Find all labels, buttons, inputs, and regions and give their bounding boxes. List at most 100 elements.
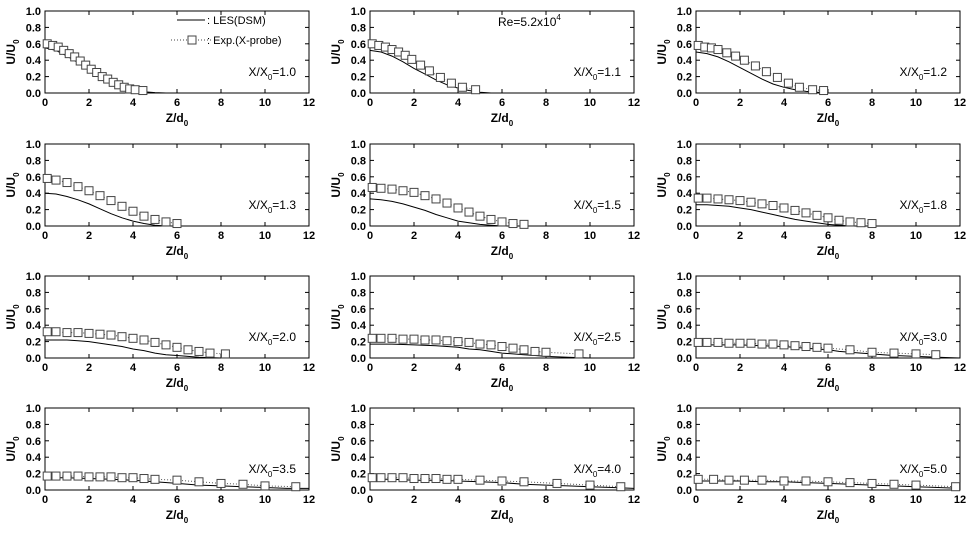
exp-marker (107, 473, 115, 481)
y-tick-label: 0.6 (677, 304, 692, 316)
panel-3: 0 2 4 6 8 10 120.00.20.40.60.81.0Z/d0U/U0X/X0=… (655, 6, 966, 128)
x-tick-label: 8 (543, 230, 549, 242)
exp-marker (443, 337, 451, 345)
exp-marker (206, 349, 214, 357)
exp-marker (703, 338, 711, 346)
y-axis-label-main: U/U (329, 309, 343, 330)
y-tick-label: 0.6 (351, 436, 366, 448)
x-tick-label: 4 (455, 362, 462, 374)
exp-marker (868, 348, 876, 356)
exp-marker (736, 197, 744, 205)
x-tick-label: 6 (499, 230, 505, 242)
exp-marker (458, 83, 466, 91)
y-axis-label-main: U/U (329, 177, 343, 198)
exp-marker (725, 476, 733, 484)
panel-position-label: X/X0=1.3 (249, 198, 297, 215)
x-tick-label: 12 (954, 494, 966, 506)
exp-marker (791, 342, 799, 350)
panel-position-label: X/X0=1.2 (900, 65, 948, 82)
y-axis-label-main: U/U (329, 441, 343, 462)
x-tick-label: 2 (737, 97, 743, 109)
reynolds-label: Re=5.2x104 (498, 13, 561, 29)
exp-marker (714, 338, 722, 346)
exp-marker (791, 206, 799, 214)
y-axis-label: U/U0 (655, 436, 672, 462)
exp-marker (410, 188, 418, 196)
exp-marker (107, 331, 115, 339)
x-axis-label-sub: 0 (509, 119, 514, 128)
exp-marker (43, 328, 51, 336)
x-tick-label: 0 (367, 494, 373, 506)
y-tick-label: 0.0 (351, 221, 366, 233)
panel-position-label: X/X0=1.1 (574, 65, 622, 82)
x-tick-label: 4 (781, 362, 788, 374)
x-axis-label-sub: 0 (184, 252, 189, 261)
y-tick-label: 0.0 (26, 88, 41, 100)
legend-les-label: : LES(DSM) (207, 15, 266, 27)
y-tick-label: 0.0 (677, 485, 692, 497)
x-axis-label: Z/d0 (166, 111, 189, 128)
y-tick-label: 0.4 (26, 188, 42, 200)
y-axis-label-sub: 0 (337, 39, 346, 44)
y-tick-label: 0.4 (677, 55, 693, 67)
exp-marker (52, 176, 60, 184)
y-tick-label: 1.0 (677, 271, 692, 283)
y-axis-label: U/U0 (4, 436, 21, 462)
x-tick-label: 12 (303, 97, 315, 109)
exp-marker (542, 348, 550, 356)
exp-marker (932, 351, 940, 359)
exp-marker (221, 350, 229, 358)
x-tick-label: 10 (910, 97, 922, 109)
exp-marker (173, 343, 181, 351)
y-axis-label-sub: 0 (663, 172, 672, 177)
exp-marker (432, 475, 440, 483)
y-axis-label-sub: 0 (337, 172, 346, 177)
exp-marker (195, 478, 203, 486)
panel-8: 0 2 4 6 8 10 120.00.20.40.60.81.0Z/d0U/U0X/X0=… (329, 271, 640, 393)
exp-marker (432, 195, 440, 203)
exp-marker (802, 209, 810, 217)
exp-marker (509, 344, 517, 352)
x-tick-label: 0 (693, 230, 699, 242)
panel-label-main: X/X (574, 198, 593, 212)
y-axis-label-sub: 0 (12, 39, 21, 44)
exp-marker (912, 481, 920, 489)
panel-label-main: X/X (574, 330, 593, 344)
x-tick-label: 2 (86, 494, 92, 506)
x-axis-label-sub: 0 (835, 252, 840, 261)
exp-marker (129, 207, 137, 215)
x-tick-label: 2 (86, 230, 92, 242)
x-tick-label: 4 (130, 494, 137, 506)
exp-marker (520, 346, 528, 354)
exp-marker (425, 67, 433, 75)
exp-marker (476, 340, 484, 348)
panel-position-label: X/X0=1.8 (900, 198, 948, 215)
exp-marker (747, 198, 755, 206)
exp-marker (162, 218, 170, 226)
panel-label-main: X/X (900, 330, 919, 344)
panel-label-tail: =1.3 (272, 198, 296, 212)
y-axis-label: U/U0 (329, 304, 346, 330)
exp-marker (802, 477, 810, 485)
y-tick-label: 1.0 (677, 139, 692, 151)
exp-marker (432, 336, 440, 344)
y-tick-label: 0.6 (677, 39, 692, 51)
exp-marker (769, 202, 777, 210)
x-axis-label-main: Z/d (166, 376, 184, 390)
panel-4: 0 2 4 6 8 10 120.00.20.40.60.81.0Z/d0U/U0X/X0=… (4, 139, 315, 261)
exp-marker (586, 481, 594, 489)
y-tick-label: 0.4 (351, 55, 367, 67)
x-tick-label: 10 (910, 494, 922, 506)
exp-marker (377, 474, 385, 482)
y-tick-label: 0.6 (351, 172, 366, 184)
exp-marker (399, 187, 407, 195)
exp-marker (63, 472, 71, 480)
x-axis-label-main: Z/d (491, 111, 509, 125)
y-axis-label-main: U/U (329, 44, 343, 65)
x-tick-label: 8 (218, 494, 224, 506)
exp-marker (553, 479, 561, 487)
exp-marker (809, 86, 817, 94)
exp-marker (85, 473, 93, 481)
exp-marker (498, 477, 506, 485)
